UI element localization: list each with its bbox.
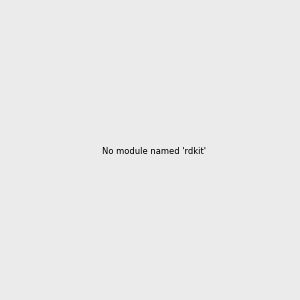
Text: No module named 'rdkit': No module named 'rdkit' xyxy=(102,147,206,156)
